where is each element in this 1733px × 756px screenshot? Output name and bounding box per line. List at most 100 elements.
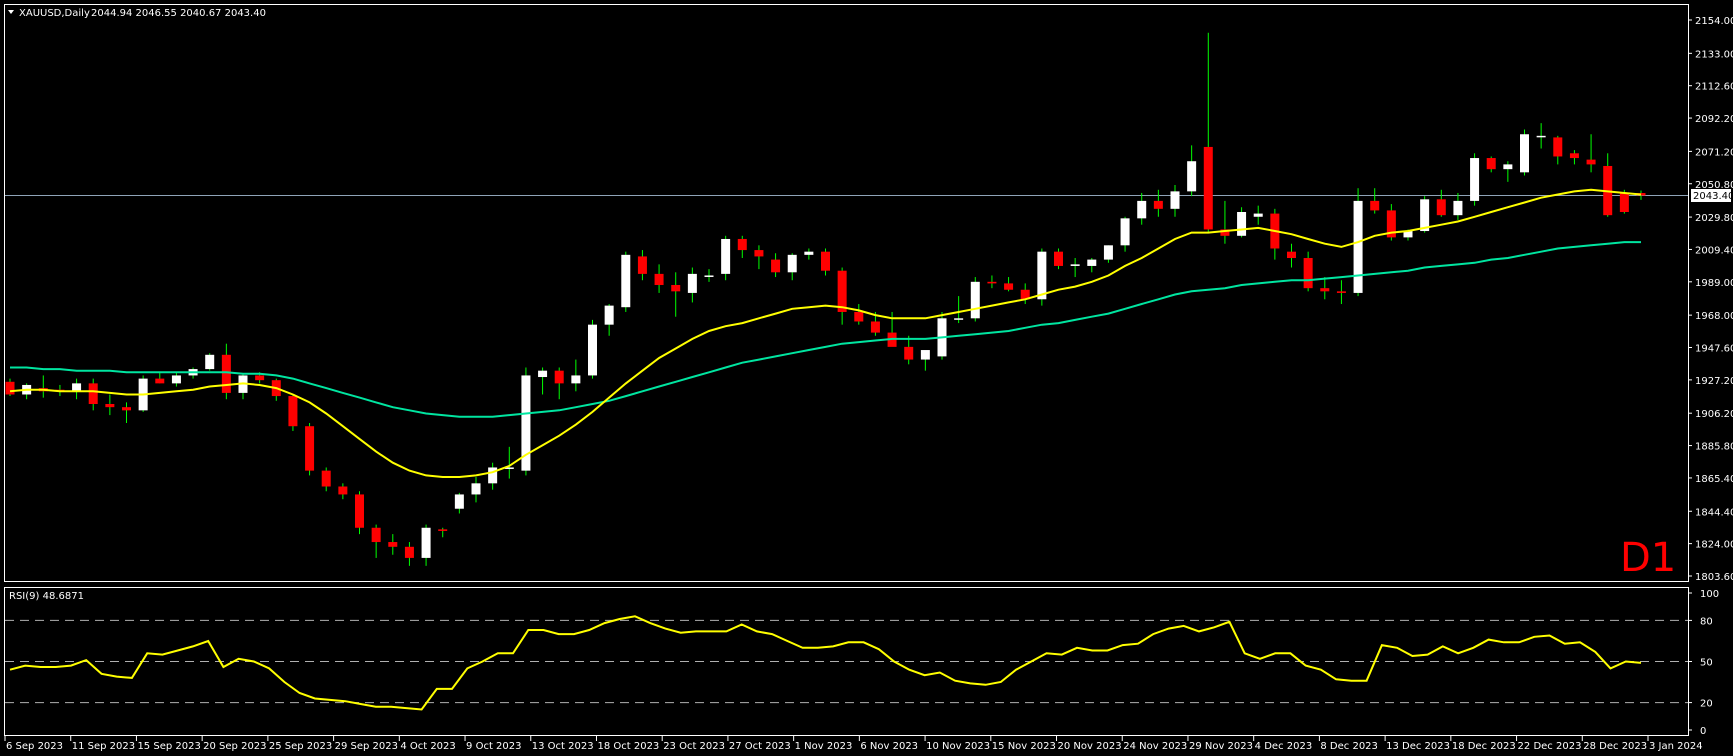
time-tick-label: 11 Sep 2023 [72,741,135,752]
candle [1553,135,1563,165]
candle [1453,192,1463,220]
time-tick-label: 27 Oct 2023 [729,741,791,752]
candle [1470,153,1480,206]
price-tick-label: 1865.40 [1695,474,1733,485]
candle [1536,123,1546,149]
price-tick-label: 1824.00 [1695,540,1733,551]
moving-average-slow [10,241,1641,418]
price-tick-label: 2092.20 [1695,114,1733,125]
candle [1054,248,1063,270]
price-tick-label: 1927.20 [1695,376,1733,387]
current-price-label: 2043.40 [1693,191,1733,202]
time-axis: 6 Sep 2023 11 Sep 2023 15 Sep 2023 20 Sep 2… [4,736,1703,752]
price-tick-label: 1989.00 [1695,278,1733,289]
candle [954,296,964,324]
candle [1220,200,1230,244]
candle [5,378,15,397]
timeframe-label: D1 [1620,535,1676,581]
rsi-axis: 100 80 50 20 0 [1688,589,1719,737]
candle [454,492,464,514]
candle [1287,243,1296,268]
time-tick-label: 13 Oct 2023 [532,741,594,752]
price-tick-label: 1906.20 [1695,409,1733,420]
candle [771,253,781,278]
price-tick-label: 2071.20 [1695,147,1733,158]
rsi-line [9,615,1642,711]
candle [1503,161,1513,182]
price-tick-label: 1844.40 [1695,507,1733,518]
candle [1020,283,1030,305]
time-tick-label: 4 Oct 2023 [400,741,455,752]
rsi-tick-label: 20 [1700,699,1713,710]
time-tick-label: 28 Dec 2023 [1583,741,1647,752]
moving-average-fast [9,188,1642,478]
candle [1137,192,1147,225]
price-tick-label: 1968.00 [1695,311,1733,322]
candle [1486,156,1496,173]
candle [88,378,98,411]
candle [371,524,381,558]
price-tick-label: 1885.80 [1695,442,1733,453]
time-tick-label: 15 Sep 2023 [137,741,200,752]
price-pane [4,4,1689,582]
candle [687,267,697,303]
candle [1420,196,1430,233]
time-tick-label: 29 Sep 2023 [335,741,398,752]
time-tick-label: 15 Nov 2023 [992,741,1056,752]
time-tick-label: 20 Sep 2023 [203,741,266,752]
candle [1436,189,1446,217]
candle [821,248,830,276]
time-tick-label: 13 Dec 2023 [1386,741,1450,752]
candle [538,367,548,395]
time-tick-label: 24 Nov 2023 [1123,741,1187,752]
time-tick-label: 3 Jan 2024 [1649,741,1703,752]
time-tick-label: 6 Nov 2023 [860,741,918,752]
candle [804,248,814,260]
candle [1070,258,1080,278]
candle [471,476,481,503]
candle [1586,134,1596,173]
candle [105,394,115,416]
candle [937,311,947,360]
candle [388,534,398,555]
candle [671,272,681,317]
candle [288,394,298,431]
candle [1253,205,1263,225]
candle [737,235,747,259]
candle [904,335,914,365]
candle [1153,189,1163,217]
candle [721,235,731,281]
candle [1237,207,1247,238]
rsi-tick-label: 50 [1700,658,1713,669]
price-tick-label: 1803.60 [1695,572,1733,583]
time-tick-label: 20 Nov 2023 [1058,741,1122,752]
time-tick-label: 9 Oct 2023 [466,741,521,752]
candle [521,367,531,476]
price-tick-label: 2029.80 [1695,213,1733,224]
rsi-tick-label: 80 [1700,616,1713,627]
rsi-tick-label: 0 [1700,726,1706,737]
candle [920,350,930,371]
candle [987,275,997,289]
candle [1203,32,1213,233]
candle [305,423,315,476]
candle [1386,204,1396,241]
candle [1170,185,1180,217]
price-axis: 2154.00 2133.00 2112.60 2092.20 2071.20 2050.… [1688,16,1733,583]
candle [421,524,431,566]
time-tick-label: 10 Nov 2023 [926,741,990,752]
candle [1320,277,1330,300]
candle [1187,145,1197,197]
candle [604,304,614,336]
time-tick-label: 6 Sep 2023 [6,741,63,752]
candle [787,253,797,281]
ohlc-label: 2044.94 2046.55 2040.67 2043.40 [91,8,266,19]
menu-triangle-icon[interactable] [8,10,14,14]
candle [970,277,980,322]
candle [171,372,181,387]
candle [1004,277,1014,292]
candle [571,359,581,392]
candle [355,491,364,535]
time-tick-label: 18 Dec 2023 [1452,741,1516,752]
